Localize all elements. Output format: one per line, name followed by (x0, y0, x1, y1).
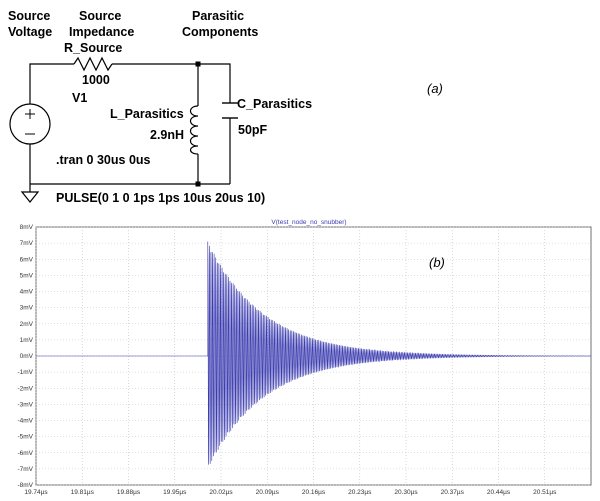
inductor-name: L_Parasitics (110, 107, 184, 121)
y-tick-label: 3mV (20, 305, 34, 312)
inductor-symbol (189, 103, 199, 155)
parasitic-label-2: Components (182, 25, 258, 39)
x-tick-label: 20.23µs (348, 489, 372, 496)
x-tick-label: 19.95µs (163, 489, 187, 496)
junction-dot (195, 61, 201, 67)
y-tick-label: -5mV (17, 434, 33, 441)
y-tick-label: -2mV (17, 385, 33, 392)
x-tick-label: 20.37µs (441, 489, 465, 496)
y-tick-label: 7mV (20, 240, 34, 247)
capacitor-name: C_Parasitics (237, 97, 312, 111)
parasitic-label-1: Parasitic (192, 9, 244, 23)
x-tick-label: 20.51µs (533, 489, 557, 496)
waveform-plot: V(test_node_no_snubber) 8mV 7mV 6mV 5mV 4mV 3… (0, 215, 600, 501)
voltage-trace (36, 241, 592, 465)
voltage-source-symbol (9, 103, 51, 145)
y-tick-label: -7mV (17, 466, 33, 473)
y-tick-label: 2mV (20, 321, 34, 328)
y-tick-label: 5mV (20, 272, 34, 279)
y-tick-label: 1mV (20, 337, 34, 344)
y-tick-label: 4mV (20, 289, 34, 296)
x-tick-label: 20.02µs (209, 489, 233, 496)
source-voltage-label-2: Voltage (8, 25, 52, 39)
source-impedance-label-2: Impedance (69, 25, 134, 39)
y-tick-label: -4mV (17, 418, 33, 425)
y-tick-label: 6mV (20, 256, 34, 263)
ground-symbol (20, 184, 40, 203)
x-tick-label: 19.74µs (24, 489, 48, 496)
y-tick-label: 8mV (20, 224, 34, 231)
x-tick-label: 20.16µs (302, 489, 326, 496)
x-tick-label: 19.88µs (117, 489, 141, 496)
r-source-name: R_Source (64, 41, 122, 55)
y-tick-label: 0mV (20, 353, 34, 360)
capacitor-value: 50pF (238, 123, 268, 137)
x-tick-label: 20.44µs (487, 489, 511, 496)
v1-name: V1 (72, 91, 87, 105)
x-tick-labels: 19.74µs 19.81µs 19.88µs 19.95µs 20.02µs 20.09… (24, 489, 557, 496)
inductor-value: 2.9nH (150, 128, 184, 142)
y-tick-label: -6mV (17, 450, 33, 457)
junction-dot (195, 181, 201, 187)
y-tick-label: -8mV (17, 482, 33, 489)
y-tick-labels: 8mV 7mV 6mV 5mV 4mV 3mV 2mV 1mV 0mV -1mV -2mV -3mV -… (17, 224, 33, 489)
source-impedance-label-1: Source (79, 9, 121, 23)
panel-label-b: (b) (429, 255, 445, 270)
pulse-directive: PULSE(0 1 0 1ps 1ps 10us 20us 10) (56, 191, 265, 205)
source-voltage-label-1: Source (8, 9, 50, 23)
tran-directive: .tran 0 30us 0us (56, 153, 151, 167)
y-tick-label: -3mV (17, 401, 33, 408)
x-tick-label: 20.30µs (394, 489, 418, 496)
capacitor-symbol (222, 102, 238, 119)
x-tick-label: 20.09µs (256, 489, 280, 496)
x-tick-label: 19.81µs (71, 489, 95, 496)
plot-title: V(test_node_no_snubber) (271, 219, 346, 226)
panel-label-a: (a) (427, 81, 443, 96)
circuit-schematic: Source Voltage Source Impedance R_Source… (8, 9, 443, 205)
y-tick-label: -1mV (17, 369, 33, 376)
r-source-value: 1000 (82, 73, 110, 87)
